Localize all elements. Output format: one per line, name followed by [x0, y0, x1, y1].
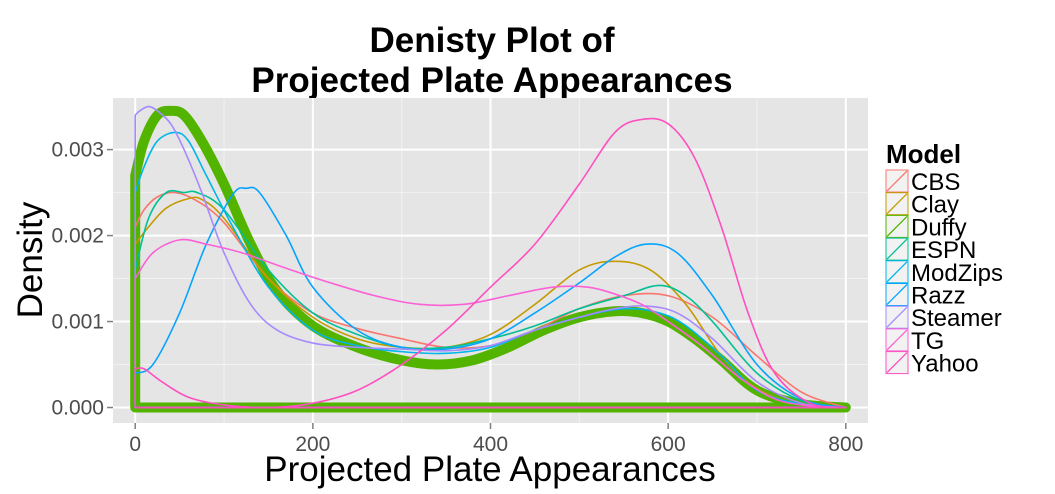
legend-label: CBS	[911, 169, 960, 196]
legend-items: CBSClayDuffyESPNModZipsRazzSteamerTGYaho…	[885, 169, 1003, 378]
y-tick-label: 0.001	[51, 311, 104, 334]
legend-label: Clay	[911, 192, 959, 219]
x-tick-label: 600	[651, 433, 686, 456]
legend-item-cbs: CBS	[885, 169, 960, 196]
x-tick-label: 800	[828, 433, 863, 456]
legend-label: Razz	[911, 283, 966, 310]
legend-label: Yahoo	[911, 351, 979, 378]
legend-key-line	[886, 284, 908, 305]
legend-item-modzips: ModZips	[885, 260, 1003, 287]
legend-item-razz: Razz	[885, 283, 966, 310]
legend-label: Duffy	[911, 214, 967, 241]
legend-key-line	[886, 215, 908, 237]
legend-key-line	[886, 329, 908, 351]
y-axis-title: Density	[11, 201, 50, 318]
density-curves	[130, 105, 851, 413]
legend-item-duffy: Duffy	[885, 214, 967, 241]
y-tick-label: 0.000	[51, 397, 104, 420]
y-axis-ticks: 0.000 0.001 0.002 0.003	[51, 139, 113, 420]
x-tick-label: 400	[473, 433, 508, 456]
legend-key-line	[886, 193, 908, 215]
legend-item-tg: TG	[885, 328, 944, 355]
legend-item-espn: ESPN	[885, 237, 976, 264]
legend-item-yahoo: Yahoo	[885, 351, 979, 378]
x-axis-ticks: 0 200 400 600 800	[129, 423, 863, 456]
legend-item-steamer: Steamer	[885, 305, 1002, 332]
legend-key-line	[886, 352, 908, 374]
legend-label: ESPN	[911, 237, 976, 264]
legend-title: Model	[886, 139, 961, 169]
x-tick-label: 0	[129, 433, 141, 456]
legend-key-line	[886, 170, 908, 192]
x-tick-label: 200	[295, 433, 330, 456]
density-curve-tg	[134, 238, 847, 409]
legend-item-clay: Clay	[885, 192, 959, 219]
density-curve-cbs	[134, 191, 847, 409]
legend-key-line	[886, 238, 908, 260]
legend-key-line	[886, 306, 908, 328]
density-curve-modzips	[134, 131, 847, 409]
density-curve-duffy	[130, 105, 851, 413]
y-tick-label: 0.002	[51, 225, 104, 248]
legend-label: Steamer	[911, 305, 1002, 332]
legend-label: ModZips	[911, 260, 1003, 287]
density-curve-espn	[134, 189, 847, 409]
chart-title-line1: Denisty Plot of	[369, 21, 614, 60]
chart-title-line2: Projected Plate Appearances	[251, 61, 732, 100]
legend-label: TG	[911, 328, 944, 355]
y-tick-label: 0.003	[51, 139, 104, 162]
legend: Model CBSClayDuffyESPNModZipsRazzSteamer…	[885, 139, 1003, 378]
legend-key-line	[886, 261, 908, 283]
x-axis-title: Projected Plate Appearances	[264, 450, 715, 489]
density-curve-steamer	[134, 105, 847, 409]
density-curve-yahoo	[134, 117, 847, 409]
